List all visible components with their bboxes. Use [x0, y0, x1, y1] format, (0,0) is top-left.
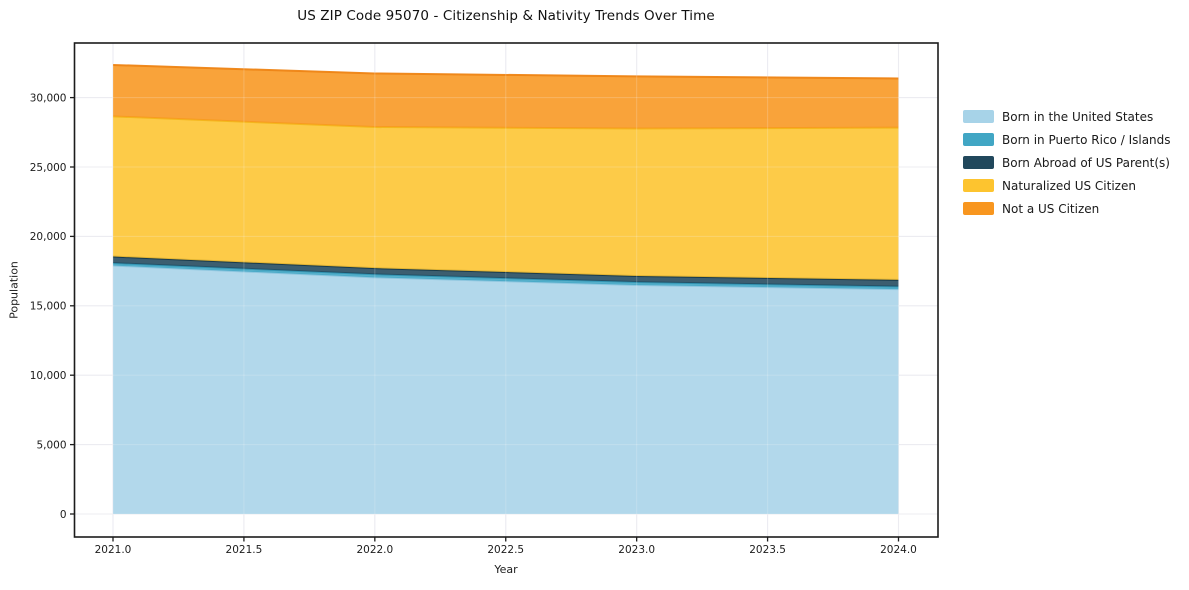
y-tick-label: 15,000 — [30, 301, 67, 313]
x-tick-label: 2024.0 — [880, 544, 917, 556]
y-tick-label: 20,000 — [30, 231, 67, 243]
legend-item-naturalized: Naturalized US Citizen — [963, 174, 1171, 197]
area-not-a-us-citizen — [113, 64, 899, 129]
legend: Born in the United States Born in Puerto… — [963, 105, 1171, 220]
y-tick-label: 5,000 — [36, 439, 66, 451]
area-naturalized-us-citizen — [113, 116, 899, 280]
area-born-abroad-of-us-parent-s — [113, 256, 899, 287]
legend-label: Not a US Citizen — [1002, 201, 1100, 216]
y-tick-label: 25,000 — [30, 162, 67, 174]
x-tick-label: 2021.0 — [95, 544, 132, 556]
x-tick-label: 2021.5 — [226, 544, 263, 556]
legend-swatch-puerto-rico-islands — [963, 133, 994, 146]
y-tick-label: 0 — [60, 509, 67, 521]
area-edge-not-a-us-citizen — [112, 63, 899, 80]
y-tick-label: 30,000 — [30, 92, 67, 104]
legend-item-born-abroad: Born Abroad of US Parent(s) — [963, 151, 1171, 174]
chart-title: US ZIP Code 95070 - Citizenship & Nativi… — [297, 8, 715, 24]
legend-swatch-born-in-us — [963, 110, 994, 123]
legend-label: Born Abroad of US Parent(s) — [1002, 155, 1170, 170]
x-tick-label: 2023.0 — [618, 544, 655, 556]
legend-item-puerto-rico-islands: Born in Puerto Rico / Islands — [963, 128, 1171, 151]
area-born-in-puerto-rico-islands — [113, 263, 899, 290]
legend-item-not-citizen: Not a US Citizen — [963, 197, 1171, 220]
x-tick-label: 2023.5 — [749, 544, 786, 556]
area-born-in-the-united-states — [113, 265, 899, 514]
legend-item-born-in-us: Born in the United States — [963, 105, 1171, 128]
y-tick-label: 10,000 — [30, 370, 67, 382]
legend-label: Naturalized US Citizen — [1002, 178, 1136, 193]
legend-swatch-naturalized — [963, 179, 994, 192]
x-tick-label: 2022.5 — [487, 544, 524, 556]
x-tick-label: 2022.0 — [356, 544, 393, 556]
legend-swatch-born-abroad — [963, 156, 994, 169]
legend-label: Born in the United States — [1002, 109, 1154, 124]
legend-swatch-not-citizen — [963, 202, 994, 215]
legend-label: Born in Puerto Rico / Islands — [1002, 132, 1171, 147]
x-axis-title: Year — [494, 563, 518, 576]
